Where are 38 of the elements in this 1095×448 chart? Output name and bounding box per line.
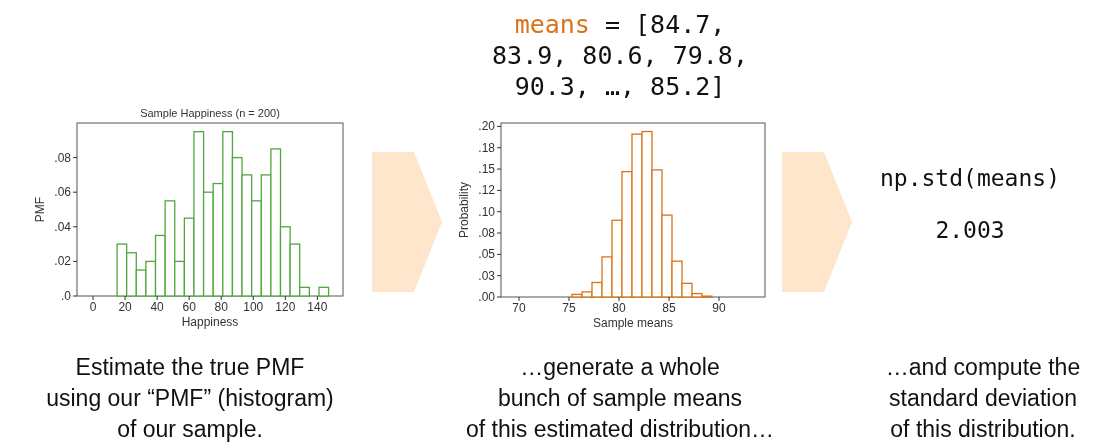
x-tick-label: 120: [275, 300, 296, 314]
y-tick-label: .12: [478, 183, 496, 198]
chart-title: Sample Happiness (n = 200): [140, 107, 280, 119]
text: …and compute the standard deviation of this distribution.: [885, 354, 1081, 442]
x-tick-label: 80: [214, 300, 229, 314]
text: np.std(means): [879, 165, 1061, 191]
text: 2.003: [935, 217, 1005, 243]
x-tick-label: 80: [612, 301, 626, 315]
x-axis-title: Sample means: [592, 316, 674, 330]
text: means = [84.7, 83.9, 80.6, 79.8, 90.3, …, 85.2]: [492, 10, 748, 101]
y-tick-label: .08: [54, 150, 72, 165]
x-tick-label: 0: [89, 300, 97, 314]
x-tick-label: 70: [512, 301, 526, 315]
y-tick-label: .02: [54, 254, 72, 269]
x-tick-label: 75: [562, 301, 576, 315]
y-tick-label: .15: [478, 162, 496, 177]
y-tick-label: .03: [478, 268, 496, 283]
x-tick-label: 140: [307, 300, 328, 314]
x-tick-label: 40: [150, 300, 165, 314]
y-tick-label: .0: [60, 289, 72, 303]
y-tick-label: .06: [54, 185, 72, 200]
y-tick-label: .05: [478, 247, 496, 262]
x-axis-title: Happiness: [181, 315, 239, 329]
y-tick-label: .08: [478, 226, 496, 241]
text: Estimate the true PMF using our “PMF” (histogram) of our sample.: [46, 354, 334, 442]
y-tick-label: .18: [478, 140, 496, 155]
x-tick-label: 85: [662, 301, 676, 315]
text: …generate a whole bunch of sample means of this estimated distribution…: [465, 354, 775, 442]
x-tick-label: 20: [118, 300, 133, 314]
y-tick-label: .20: [478, 119, 496, 134]
y-axis-title: PMF: [33, 196, 47, 223]
x-tick-label: 60: [182, 300, 197, 314]
x-tick-label: 90: [712, 301, 726, 315]
y-axis-title: Probability: [457, 181, 471, 239]
y-tick-label: .00: [478, 290, 496, 304]
x-tick-label: 100: [243, 300, 264, 314]
y-tick-label: .04: [54, 219, 72, 234]
y-tick-label: .10: [478, 204, 496, 219]
